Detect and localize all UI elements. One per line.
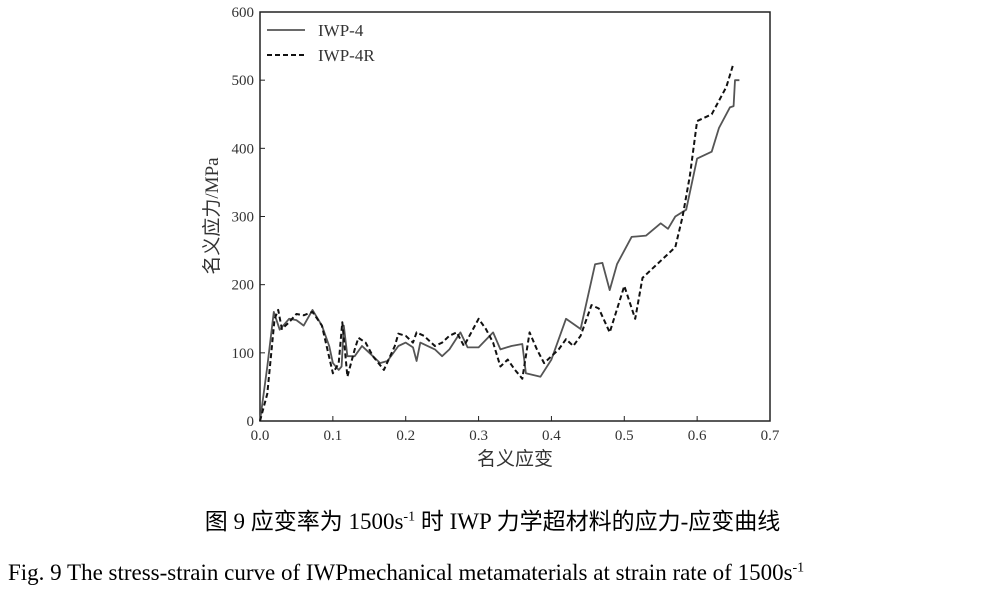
series-line-iwp-4 [259, 79, 740, 422]
y-tick-label: 100 [232, 346, 255, 362]
caption-chinese: 图 9 应变率为 1500s-1 时 IWP 力学超材料的应力-应变曲线 [0, 502, 985, 536]
x-tick-label: 0.1 [323, 428, 342, 444]
x-tick-label: 0.7 [761, 428, 780, 444]
y-tick-label: 600 [232, 5, 255, 21]
y-tick-label: 400 [232, 141, 255, 157]
y-axis-label: 名义应力/MPa [201, 157, 223, 275]
caption-cn-sup: -1 [403, 509, 416, 525]
legend-label-iwp-4r: IWP-4R [318, 46, 375, 65]
series-line-iwp-4r [259, 62, 735, 422]
x-tick-label: 0.5 [615, 428, 634, 444]
x-tick-label: 0.6 [688, 428, 707, 444]
stress-strain-chart: 0.0 0.1 0.2 0.3 0.4 0.5 0.6 0.7 0 100 200 300 400 500… [201, 5, 780, 470]
x-tick-label: 0.2 [396, 428, 415, 444]
y-tick-label: 300 [232, 210, 255, 226]
y-tick-label: 500 [232, 73, 255, 89]
caption-en-sup: -1 [792, 560, 805, 576]
y-tick-label: 200 [232, 278, 255, 294]
x-tick-label: 0.4 [542, 428, 561, 444]
plot-frame [259, 11, 771, 422]
x-tick-label: 0.3 [469, 428, 488, 444]
x-axis-label: 名义应变 [477, 448, 553, 470]
legend: IWP-4 IWP-4R [267, 21, 375, 65]
y-tick-label: 0 [247, 414, 255, 430]
caption-english: Fig. 9 The stress-strain curve of IWPmec… [8, 560, 804, 586]
caption-cn-text: 图 9 应变率为 1500s [204, 509, 404, 534]
legend-label-iwp-4: IWP-4 [318, 21, 364, 40]
caption-en-text: Fig. 9 The stress-strain curve of IWPmec… [8, 560, 793, 585]
x-tick-label: 0.0 [251, 428, 270, 444]
caption-cn-text-end: 时 IWP 力学超材料的应力-应变曲线 [415, 509, 781, 534]
